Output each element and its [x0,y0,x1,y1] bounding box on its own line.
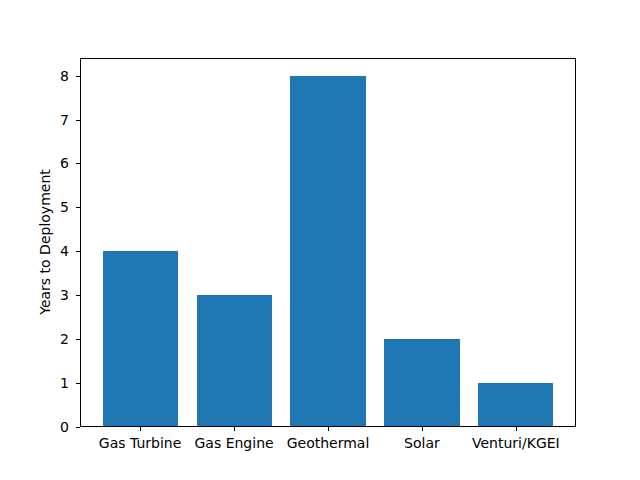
y-tick-label: 8 [0,69,69,83]
y-tick-label: 4 [0,244,69,258]
bar-solar [384,339,459,427]
x-tick-mark [422,427,423,431]
bar-venturi-kgei [478,383,553,427]
y-tick-label: 0 [0,420,69,434]
y-tick-label: 1 [0,376,69,390]
y-tick-label: 3 [0,288,69,302]
bar-gas-engine [197,295,272,427]
y-tick-label: 2 [0,332,69,346]
x-tick-mark [328,427,329,431]
y-tick-mark [76,339,80,340]
y-tick-mark [76,383,80,384]
y-tick-mark [76,207,80,208]
bar-chart-figure: 012345678Gas TurbineGas EngineGeothermal… [0,0,640,480]
y-tick-mark [76,251,80,252]
y-axis-label: Years to Deployment [37,142,53,342]
x-tick-label: Venturi/KGEI [446,435,586,451]
x-tick-mark [516,427,517,431]
y-tick-mark [76,163,80,164]
bar-gas-turbine [103,251,178,427]
y-tick-mark [76,427,80,428]
y-tick-label: 6 [0,156,69,170]
x-tick-mark [234,427,235,431]
y-tick-label: 7 [0,113,69,127]
y-tick-mark [76,295,80,296]
bar-geothermal [290,76,365,427]
x-tick-mark [140,427,141,431]
y-tick-mark [76,76,80,77]
y-tick-mark [76,120,80,121]
y-tick-label: 5 [0,200,69,214]
